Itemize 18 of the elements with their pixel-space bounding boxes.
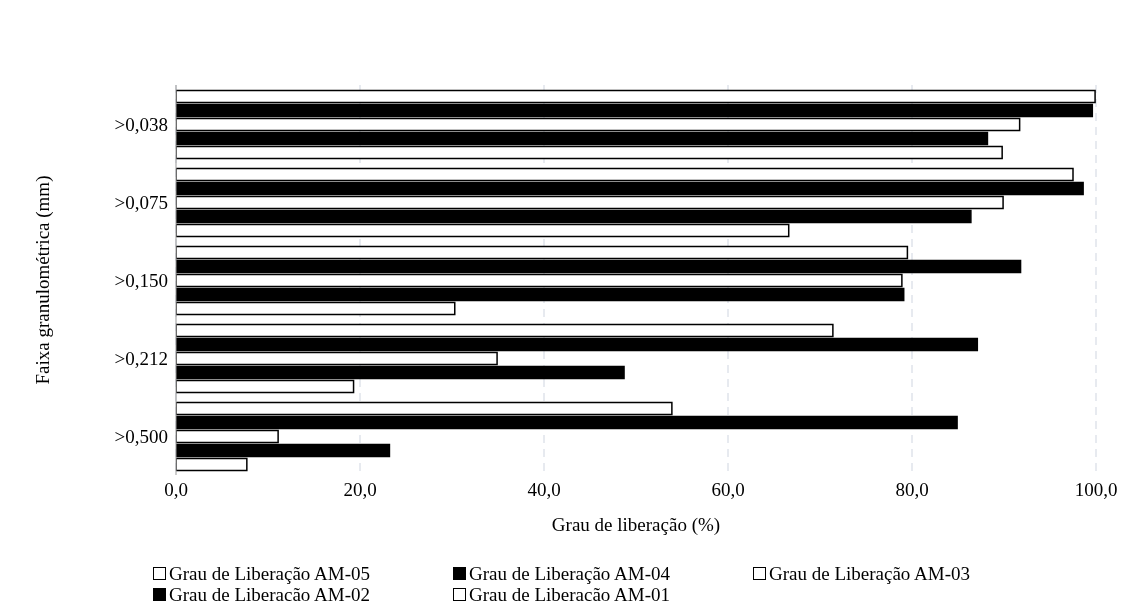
- x-tick-label: 40,0: [527, 479, 561, 501]
- x-axis-title: Grau de liberação (%): [551, 514, 721, 536]
- y-tick-label: >0,075: [114, 191, 168, 213]
- legend-label: Grau de Liberacão AM-01: [469, 584, 671, 605]
- y-tick-label: >0,212: [114, 347, 168, 369]
- x-tick-label: 20,0: [343, 479, 377, 501]
- x-tick-label: 60,0: [711, 479, 745, 501]
- x-tick-label: 80,0: [895, 479, 929, 501]
- legend-label: Grau de Liberacão AM-02: [169, 584, 371, 605]
- y-tick-label: >0,150: [114, 269, 168, 291]
- x-tick-label: 0,0: [164, 479, 188, 501]
- legend-label: Grau de Liberação AM-03: [769, 563, 971, 584]
- legend-label: Grau de Liberação AM-04: [469, 563, 671, 584]
- legend-label: Grau de Liberação AM-05: [169, 563, 371, 584]
- y-axis-title: Faixa granulométrica (mm): [31, 175, 54, 385]
- y-tick-label: >0,500: [114, 425, 168, 447]
- y-tick-label: >0,038: [114, 113, 168, 135]
- x-tick-label: 100,0: [1074, 479, 1118, 501]
